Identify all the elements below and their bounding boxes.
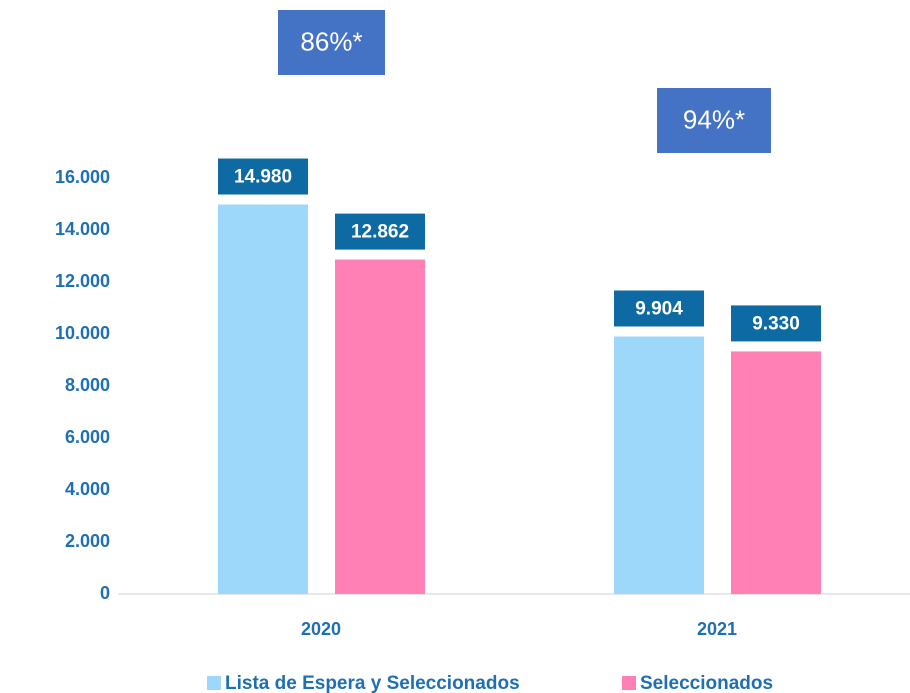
annotation: 94%* (683, 104, 745, 134)
y-tick-label: 14.000 (55, 219, 110, 239)
value-label-box (218, 158, 308, 195)
annotation: 86%* (300, 26, 362, 56)
annotation-box (657, 88, 771, 153)
y-tick-label: 12.000 (55, 271, 110, 291)
value-label-box (335, 213, 425, 250)
x-tick-label: 2020 (301, 619, 341, 639)
y-tick-label: 6.000 (65, 427, 110, 447)
value-label: 9.904 (635, 299, 683, 320)
bar (335, 259, 425, 594)
legend-swatch (207, 676, 221, 690)
legend-swatch (622, 676, 636, 690)
y-tick-label: 0 (100, 583, 110, 603)
y-tick-label: 10.000 (55, 323, 110, 343)
value-label: 14.980 (234, 167, 292, 188)
value-label-box (731, 305, 821, 342)
legend-label: Seleccionados (640, 673, 773, 693)
x-tick-label: 2021 (697, 619, 737, 639)
value-label: 9.330 (752, 313, 800, 334)
bar (218, 204, 308, 594)
annotation-box (278, 10, 385, 75)
y-tick-label: 4.000 (65, 479, 110, 499)
value-label-box (614, 290, 704, 327)
y-tick-label: 8.000 (65, 375, 110, 395)
bar (614, 336, 704, 594)
bar (731, 351, 821, 594)
y-tick-label: 2.000 (65, 531, 110, 551)
y-tick-label: 16.000 (55, 167, 110, 187)
value-label: 12.862 (351, 222, 409, 243)
legend-label: Lista de Espera y Seleccionados (225, 673, 520, 693)
